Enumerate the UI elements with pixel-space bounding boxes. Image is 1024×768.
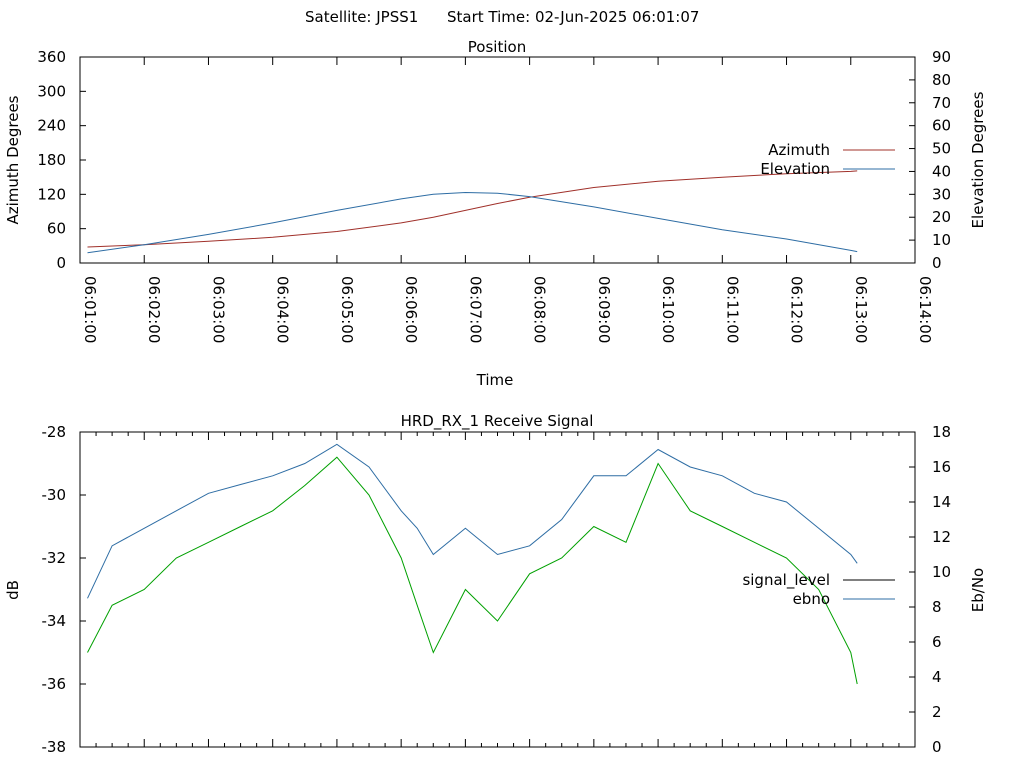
- right-tick-label: 14: [932, 493, 951, 511]
- right-tick-label: 60: [932, 117, 951, 135]
- azimuth-y-axis-label: Azimuth Degrees: [4, 95, 22, 224]
- x-tick-label: 06:04:00: [274, 276, 292, 343]
- x-tick-label: 06:10:00: [659, 276, 677, 343]
- x-tick-label: 06:09:00: [595, 276, 613, 343]
- left-tick-label: 60: [47, 220, 66, 238]
- right-tick-label: 18: [932, 423, 951, 441]
- left-tick-label: -38: [42, 738, 67, 756]
- right-tick-label: 40: [932, 162, 951, 180]
- right-tick-label: 6: [932, 633, 942, 651]
- left-tick-label: 240: [37, 117, 66, 135]
- db-y-axis-label: dB: [4, 580, 22, 600]
- legend-label-ebno: ebno: [793, 590, 830, 608]
- elevation-y-axis-label: Elevation Degrees: [969, 91, 987, 228]
- left-tick-label: -32: [42, 549, 67, 567]
- left-tick-label: -34: [42, 612, 67, 630]
- position-chart-title: Position: [468, 38, 526, 56]
- right-tick-label: 10: [932, 231, 951, 249]
- x-tick-label: 06:07:00: [466, 276, 484, 343]
- right-tick-label: 30: [932, 185, 951, 203]
- x-tick-label: 06:11:00: [723, 276, 741, 343]
- legend-label-azimuth: Azimuth: [768, 141, 830, 159]
- plot-frame-1: [79, 431, 916, 748]
- x-tick-label: 06:02:00: [145, 276, 163, 343]
- x-tick-label: 06:12:00: [788, 276, 806, 343]
- right-tick-label: 2: [932, 703, 942, 721]
- left-tick-label: 0: [56, 254, 66, 272]
- x-tick-label: 06:03:00: [209, 276, 227, 343]
- left-tick-label: 300: [37, 82, 66, 100]
- left-tick-label: -36: [42, 675, 67, 693]
- x-tick-label: 06:05:00: [338, 276, 356, 343]
- right-tick-label: 12: [932, 528, 951, 546]
- signal-chart-title: HRD_RX_1 Receive Signal: [401, 412, 594, 431]
- left-tick-label: 120: [37, 185, 66, 203]
- right-tick-label: 70: [932, 94, 951, 112]
- right-tick-label: 0: [932, 254, 942, 272]
- right-tick-label: 4: [932, 668, 942, 686]
- position-x-axis-label: Time: [476, 371, 514, 389]
- x-tick-label: 06:06:00: [402, 276, 420, 343]
- left-tick-label: -30: [42, 486, 67, 504]
- right-tick-label: 80: [932, 71, 951, 89]
- ebno-line: [87, 443, 858, 599]
- right-tick-label: 10: [932, 563, 951, 581]
- start-time-label: Start Time: 02-Jun-2025 06:01:07: [447, 8, 699, 26]
- x-tick-label: 06:14:00: [916, 276, 934, 343]
- legend-label-signal-level: signal_level: [742, 571, 830, 590]
- right-tick-label: 50: [932, 140, 951, 158]
- azimuth-line: [87, 170, 858, 248]
- left-tick-label: 180: [37, 151, 66, 169]
- right-tick-label: 90: [932, 48, 951, 66]
- x-tick-label: 06:08:00: [531, 276, 549, 343]
- legend-label-elevation: Elevation: [760, 160, 830, 178]
- right-tick-label: 16: [932, 458, 951, 476]
- right-tick-label: 0: [932, 738, 942, 756]
- left-tick-label: -28: [42, 423, 67, 441]
- ebno-y-axis-label: Eb/No: [969, 568, 987, 612]
- x-tick-label: 06:01:00: [81, 276, 99, 343]
- elevation-line: [87, 191, 858, 254]
- left-tick-label: 360: [37, 48, 66, 66]
- satellite-label: Satellite: JPSS1: [305, 8, 418, 26]
- right-tick-label: 8: [932, 598, 942, 616]
- series-2-line: [87, 456, 858, 685]
- x-tick-label: 06:13:00: [852, 276, 870, 343]
- right-tick-label: 20: [932, 208, 951, 226]
